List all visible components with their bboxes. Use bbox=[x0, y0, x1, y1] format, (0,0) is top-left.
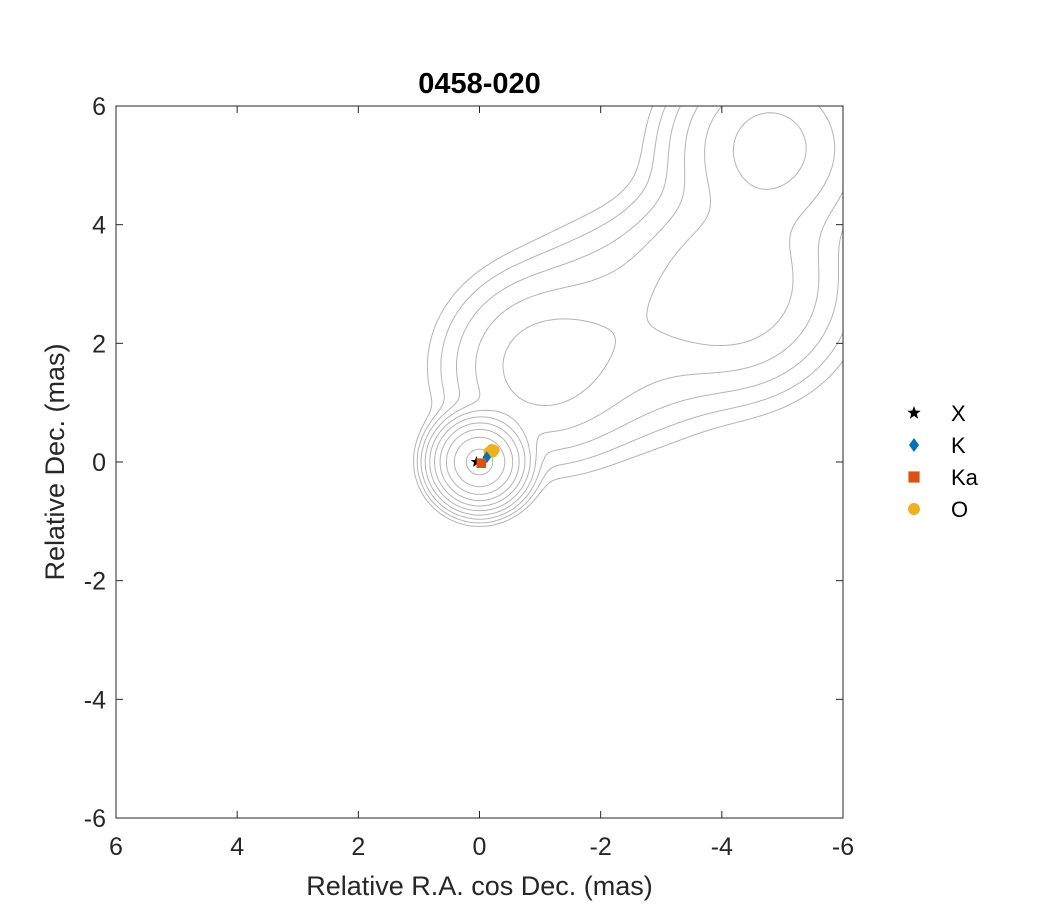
y-tick-label: -4 bbox=[84, 686, 106, 714]
legend-label-k: K bbox=[951, 433, 966, 458]
y-tick-label: 0 bbox=[92, 449, 106, 477]
contour-level-4 bbox=[429, 105, 836, 512]
legend-label-ka: Ka bbox=[951, 465, 979, 490]
legend: XK Ka O bbox=[907, 401, 979, 522]
marker-x bbox=[470, 456, 483, 467]
data-markers bbox=[470, 443, 500, 468]
contour-level-5 bbox=[434, 112, 807, 507]
marker-ka bbox=[476, 458, 487, 468]
legend-marker-o bbox=[908, 503, 920, 515]
x-tick-label: -4 bbox=[711, 833, 733, 861]
legend-label-o: O bbox=[951, 497, 968, 522]
legend-marker-k bbox=[908, 438, 920, 452]
contour-level-6 bbox=[439, 422, 520, 502]
legend-marker-ka bbox=[908, 471, 920, 483]
contour-level-1 bbox=[416, 105, 844, 524]
y-tick-label: -6 bbox=[84, 805, 106, 833]
x-tick-label: -6 bbox=[832, 833, 854, 861]
x-tick-label: 0 bbox=[473, 833, 487, 861]
x-axis-label: Relative R.A. cos Dec. (mas) bbox=[306, 871, 653, 901]
x-tick-label: 4 bbox=[230, 833, 244, 861]
x-tick-label: 6 bbox=[109, 833, 123, 861]
contour-level-7 bbox=[446, 428, 514, 495]
y-tick-label: 4 bbox=[92, 212, 106, 240]
y-axis-label: Relative Dec. (mas) bbox=[40, 343, 70, 580]
y-tick-label: 6 bbox=[92, 93, 106, 121]
marker-o bbox=[487, 447, 498, 458]
contour-level-3 bbox=[424, 105, 844, 516]
x-tick-label: -2 bbox=[590, 833, 612, 861]
axis-ticks: 6 4 2 0 -2 -4 -6 -6 -4 -2 0 2 4 6 bbox=[84, 93, 854, 861]
contour-level-2 bbox=[420, 105, 844, 520]
y-tick-label: 2 bbox=[92, 330, 106, 358]
contour-level-0 bbox=[413, 105, 844, 527]
y-tick-label: -2 bbox=[84, 568, 106, 596]
contour-level-8 bbox=[453, 436, 506, 488]
legend-marker-x bbox=[907, 406, 921, 419]
chart-title: 0458-020 bbox=[418, 68, 541, 100]
legend-label-x: X bbox=[951, 401, 966, 426]
x-tick-label: 2 bbox=[351, 833, 365, 861]
contour-layer bbox=[413, 105, 844, 527]
